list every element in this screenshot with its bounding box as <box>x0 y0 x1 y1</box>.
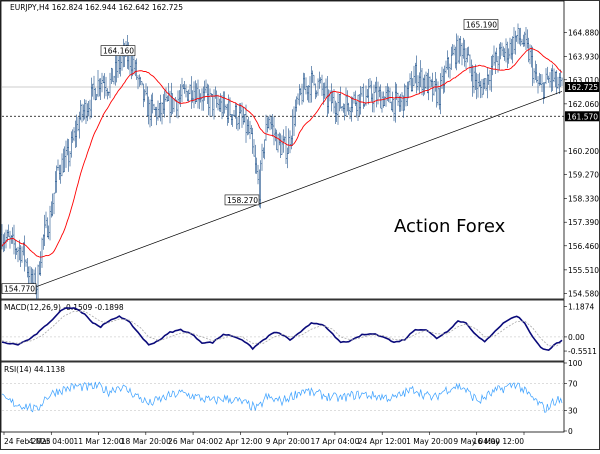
price-panel-title: EURJPY,H4 162.824 162.944 162.642 162.72… <box>10 3 183 12</box>
price-tick-label: 160.200 <box>568 147 599 156</box>
price-axis: 164.880 163.930 163.010 162.060 160.200 159.2… <box>564 28 599 298</box>
time-tick-label: 2 Apr 12:00 <box>218 437 262 446</box>
svg-text:165.190: 165.190 <box>466 21 497 30</box>
price-panel <box>0 0 565 300</box>
macd-tick-label: 0.00 <box>568 333 585 342</box>
svg-text:161.570: 161.570 <box>567 112 598 121</box>
price-tick-label: 164.880 <box>568 28 599 37</box>
rsi-tick-label: 30 <box>568 407 578 416</box>
macd-tick-label: 1.1874 <box>568 302 594 311</box>
time-tick-label: 24 Feb 2025 <box>4 437 51 446</box>
rsi-tick-label: 100 <box>568 359 583 368</box>
support-trendline <box>36 91 563 287</box>
time-tick-label: 4 Mar 04:00 <box>29 437 75 446</box>
rsi-line <box>1 381 564 413</box>
time-tick-label: 11 Mar 12:00 <box>74 437 124 446</box>
rsi-panel <box>0 361 565 433</box>
macd-axis: 1.1874 0.00 -0.5511 <box>564 302 597 356</box>
svg-text:154.770: 154.770 <box>4 285 35 294</box>
price-tick-label: 155.510 <box>568 266 599 275</box>
watermark: Action Forex <box>394 216 506 237</box>
price-annotation: 158.270 <box>224 194 260 206</box>
price-tick-label: 159.270 <box>568 171 599 180</box>
price-candles <box>1 23 563 300</box>
rsi-tick-label: 0 <box>568 427 573 436</box>
price-reference-lines <box>2 86 564 117</box>
signal-series <box>1 310 563 347</box>
svg-text:158.270: 158.270 <box>227 196 258 205</box>
rsi-series <box>1 381 563 413</box>
current-price-label: 162.725 <box>565 82 599 93</box>
rsi-axis: 100 70 30 0 <box>564 359 583 436</box>
price-tick-label: 156.460 <box>568 242 599 251</box>
price-tick-label: 154.580 <box>568 289 599 298</box>
rsi-tick-label: 70 <box>568 379 578 388</box>
price-tick-label: 163.930 <box>568 52 599 61</box>
svg-text:164.160: 164.160 <box>103 47 134 56</box>
price-annotation: 154.770 <box>1 283 37 294</box>
candle <box>561 77 563 86</box>
price-tick-label: 162.060 <box>568 100 599 109</box>
price-annotations: 154.770 164.160 158.270 165.190 <box>1 19 499 294</box>
time-tick-label: 9 May 04:00 <box>453 437 500 446</box>
svg-text:162.725: 162.725 <box>567 83 598 92</box>
macd-panel <box>0 299 565 362</box>
ma-path <box>1 47 563 258</box>
time-tick-label: 1 May 20:00 <box>406 437 453 446</box>
price-tick-label: 163.010 <box>568 76 599 85</box>
time-tick-label: 16 May 12:00 <box>473 437 525 446</box>
time-tick-label: 24 Apr 12:00 <box>358 437 407 446</box>
price-annotation: 164.160 <box>100 45 136 56</box>
trendline <box>36 91 563 287</box>
macd-series <box>1 307 563 351</box>
moving-average-line <box>1 47 563 258</box>
price-tick-label: 157.390 <box>568 218 599 227</box>
time-tick-label: 9 Apr 20:00 <box>266 437 310 446</box>
macd-tick-label: -0.5511 <box>568 347 597 356</box>
level-price-label: 161.570 <box>565 111 599 122</box>
rsi-panel-title: RSI(14) 44.1138 <box>4 365 65 374</box>
time-tick-label: 17 Apr 04:00 <box>310 437 359 446</box>
price-tick-label: 158.330 <box>568 194 599 203</box>
time-tick-label: 18 Mar 20:00 <box>121 437 171 446</box>
macd-panel-title: MACD(12,26,9) -0.1509 -0.1898 <box>4 303 124 312</box>
price-annotation: 165.190 <box>463 19 499 30</box>
time-tick-label: 26 Mar 04:00 <box>168 437 218 446</box>
macd-lines <box>1 307 564 351</box>
